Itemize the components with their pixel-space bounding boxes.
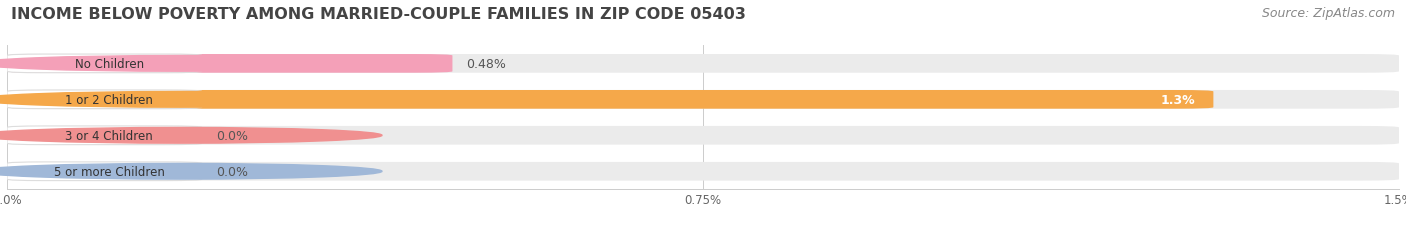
Text: Source: ZipAtlas.com: Source: ZipAtlas.com [1261,7,1395,20]
Text: INCOME BELOW POVERTY AMONG MARRIED-COUPLE FAMILIES IN ZIP CODE 05403: INCOME BELOW POVERTY AMONG MARRIED-COUPL… [11,7,747,22]
Text: 0.0%: 0.0% [217,129,247,142]
FancyBboxPatch shape [7,91,1399,109]
Text: 0.0%: 0.0% [217,165,247,178]
Text: 0.48%: 0.48% [467,58,506,71]
FancyBboxPatch shape [7,91,202,109]
Text: No Children: No Children [75,58,143,71]
Text: 5 or more Children: 5 or more Children [53,165,165,178]
FancyBboxPatch shape [7,162,202,181]
FancyBboxPatch shape [7,55,202,73]
Text: 3 or 4 Children: 3 or 4 Children [65,129,153,142]
FancyBboxPatch shape [7,55,1399,73]
Text: 1 or 2 Children: 1 or 2 Children [65,93,153,106]
FancyBboxPatch shape [7,126,202,145]
Circle shape [0,92,382,108]
Circle shape [0,56,382,72]
FancyBboxPatch shape [7,91,1213,109]
Text: 1.3%: 1.3% [1160,93,1195,106]
Circle shape [0,128,382,143]
FancyBboxPatch shape [7,55,453,73]
FancyBboxPatch shape [7,126,1399,145]
FancyBboxPatch shape [7,162,1399,181]
Circle shape [0,164,382,179]
